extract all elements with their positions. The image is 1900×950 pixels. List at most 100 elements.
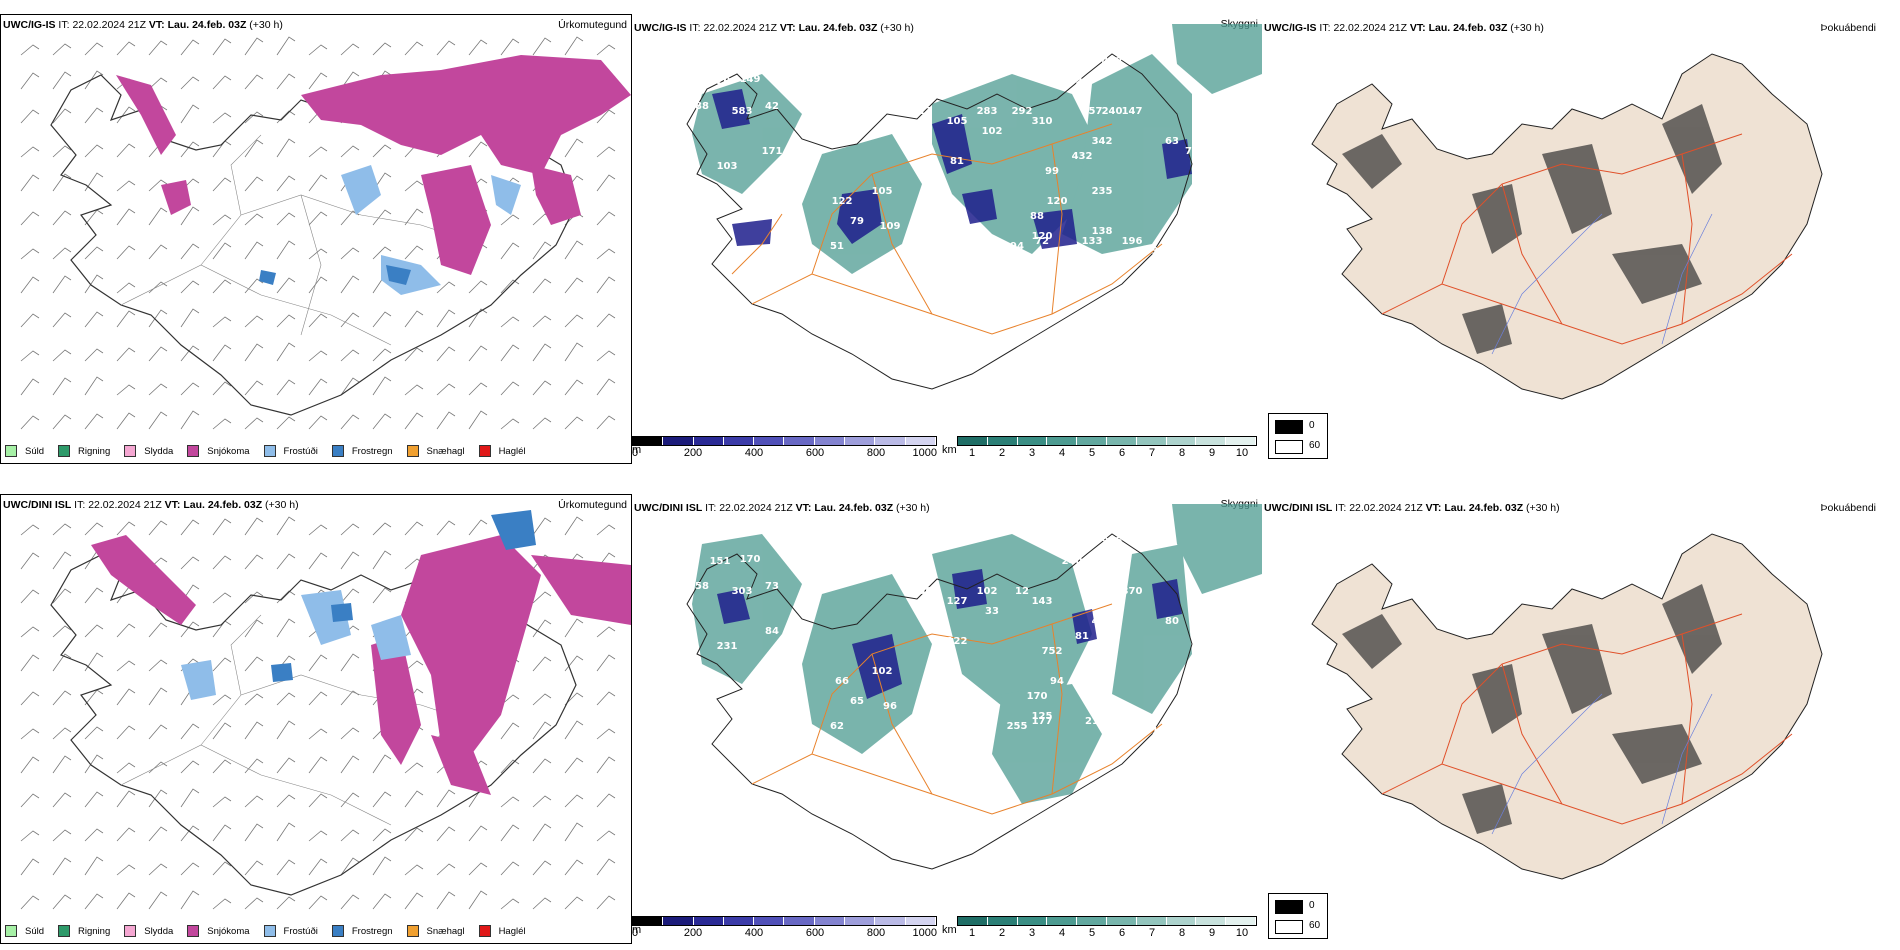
panel-header: UWC/IG-IS IT: 22.02.2024 21Z VT: Lau. 24… — [634, 22, 914, 34]
legend-swatch — [263, 925, 276, 937]
wind-barb — [532, 721, 552, 740]
model-name: UWC/IG-IS — [634, 22, 687, 34]
legend-swatch — [5, 925, 17, 937]
wind-barb — [148, 789, 168, 808]
wind-barb — [20, 72, 40, 90]
wind-barb — [148, 346, 168, 362]
colorbar-cell — [845, 437, 876, 445]
ceiling-unit: m — [632, 924, 642, 936]
wind-barb — [20, 830, 40, 842]
vt-label: VT: — [779, 22, 796, 34]
colorbar-tick-label: 2 — [998, 447, 1006, 459]
wind-barb — [308, 654, 328, 672]
wind-barb — [500, 344, 520, 362]
wind-barb — [276, 277, 296, 294]
wind-barb — [340, 755, 360, 774]
legend-item: Frostregn — [331, 445, 393, 457]
colorbar-tick-label: 3 — [1028, 927, 1036, 939]
model-name: UWC/DINI ISL — [1264, 502, 1333, 514]
legend-item: Frostúði — [263, 925, 318, 937]
wind-barb — [20, 276, 40, 294]
wind-barb — [372, 828, 392, 842]
cloud-base-label: 116 — [684, 671, 705, 682]
fog-map — [1311, 533, 1823, 880]
wind-barb — [596, 211, 616, 226]
colorbar-cell — [1226, 437, 1256, 445]
wind-barb — [52, 108, 72, 124]
wind-barb — [52, 43, 72, 56]
cloud-base-label: 157 — [1082, 106, 1103, 117]
wind-barb — [436, 789, 456, 808]
cloud-base-label: 342 — [1092, 136, 1113, 147]
cloud-base-label: 133 — [1082, 236, 1103, 247]
wind-barb — [276, 896, 296, 910]
visibility-colorbar: 1 2 3 4 5 6 7 8 9 10 — [957, 916, 1257, 940]
legend-label: Snjókoma — [207, 445, 250, 457]
fog-panel-bottom: UWC/DINI ISL IT: 22.02.2024 21Z VT: Lau.… — [1262, 494, 1900, 944]
cloud-base-label: 58 — [695, 581, 709, 592]
cloud-base-label: 120 — [1047, 196, 1068, 207]
wind-barb — [116, 864, 136, 876]
panel-header: UWC/IG-IS IT: 22.02.2024 21Z VT: Lau. 24… — [1264, 22, 1544, 34]
wind-barb — [52, 523, 72, 536]
legend-swatch — [187, 925, 200, 937]
wind-barb — [308, 524, 328, 536]
snow-areas — [91, 535, 631, 795]
colorbar-cell — [1136, 437, 1167, 445]
wind-barb — [340, 71, 360, 90]
legend-item: Súld — [5, 925, 44, 937]
wind-barb — [340, 857, 360, 876]
wind-barb — [564, 692, 584, 706]
wind-barb — [340, 275, 360, 294]
colorbar-tick-label: 9 — [1208, 927, 1216, 939]
colorbar-cell — [905, 437, 936, 445]
wind-barb — [436, 346, 456, 362]
cloud-base-label: 370 — [1122, 586, 1143, 597]
precip-map — [20, 36, 631, 430]
wind-barb — [52, 247, 72, 260]
it-label: IT: — [1319, 22, 1331, 34]
colorbar-cell — [987, 917, 1018, 925]
wind-barb — [532, 241, 552, 260]
wind-barb — [20, 378, 40, 396]
wind-barb — [244, 139, 264, 158]
cloud-base-label: 583 — [732, 106, 753, 117]
vt-label: VT: — [1425, 502, 1442, 514]
legend-label: Súld — [25, 445, 45, 457]
wind-barb — [52, 690, 72, 706]
wind-barb — [276, 553, 296, 570]
wind-barb — [276, 73, 296, 90]
wind-barb — [244, 213, 264, 226]
vt-label: VT: — [795, 502, 812, 514]
wind-barb — [308, 830, 328, 842]
cloud-base-label: 33 — [985, 606, 999, 617]
colorbar-cell — [814, 917, 846, 925]
wind-barb — [596, 793, 616, 808]
wind-barb — [20, 895, 40, 910]
wind-barb — [436, 891, 456, 910]
wind-barb — [596, 524, 616, 536]
wind-barb — [532, 315, 552, 328]
vt-value: Lau. 24.feb. 03Z — [183, 499, 263, 511]
wind-barb — [84, 274, 104, 294]
wind-barb — [244, 693, 264, 706]
panel-title: Þokuábendi — [1820, 502, 1876, 514]
colorbar-tick-label: 7 — [1148, 447, 1156, 459]
colorbar-tick-label: 0 — [632, 927, 639, 939]
wind-barb — [564, 516, 584, 536]
wind-barb — [148, 411, 168, 430]
cloud-base-label: 42 — [765, 101, 779, 112]
colorbar-cells — [957, 436, 1257, 446]
wind-barb — [116, 384, 136, 396]
panel-title: Úrkomutegund — [558, 19, 627, 31]
model-name: UWC/DINI ISL — [634, 502, 703, 514]
legend-label: Snæhagl — [426, 445, 465, 457]
wind-barb — [372, 42, 392, 56]
wind-barb — [116, 143, 136, 158]
cloud-base-label: 177 — [1032, 716, 1053, 727]
colorbar-cells — [957, 916, 1257, 926]
cloud-base-label: 171 — [762, 146, 783, 157]
wind-barb — [84, 376, 104, 396]
wind-barb — [340, 523, 360, 536]
wind-barb — [468, 890, 488, 910]
